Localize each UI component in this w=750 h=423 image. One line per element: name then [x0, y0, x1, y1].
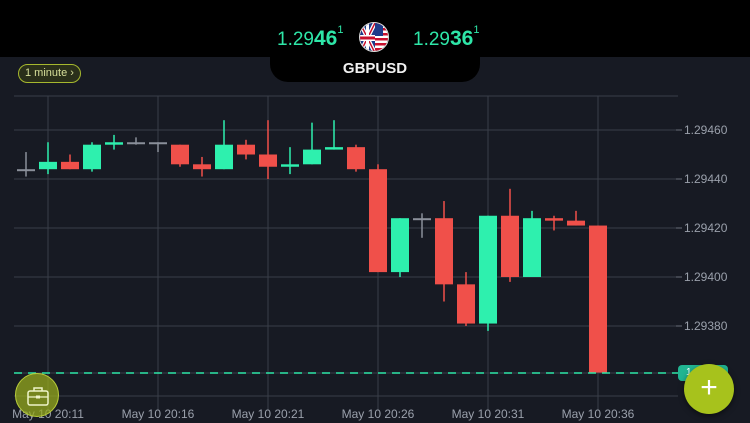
candle	[479, 215, 497, 331]
candle	[523, 210, 541, 277]
candle	[501, 188, 519, 282]
candle	[83, 142, 101, 172]
sell-price-prefix: 1.29	[277, 29, 314, 50]
candle	[149, 142, 167, 153]
candle	[259, 120, 277, 179]
portfolio-button[interactable]	[15, 373, 59, 417]
new-trade-button[interactable]: +	[684, 364, 734, 414]
buy-price-pip: 1	[473, 24, 480, 36]
timeframe-selector[interactable]: 1 minute ›	[18, 64, 81, 83]
candle	[171, 144, 189, 167]
x-tick-label: May 10 20:16	[121, 407, 195, 421]
gb-us-flag-icon	[359, 22, 389, 52]
candle	[435, 201, 453, 302]
candle	[457, 272, 475, 326]
candle	[589, 225, 607, 373]
briefcase-icon	[27, 387, 49, 406]
candle	[347, 144, 365, 172]
y-tick-label: 1.29460	[684, 123, 728, 137]
candle	[237, 139, 255, 160]
y-tick-label: 1.29400	[684, 270, 728, 284]
buy-price[interactable]: 1.29361	[413, 24, 480, 51]
sell-price-pip: 1	[337, 24, 344, 36]
buy-price-big: 36	[449, 27, 474, 50]
x-tick-label: May 10 20:26	[341, 407, 415, 421]
candle	[281, 147, 299, 175]
sell-price[interactable]: 1.29461	[277, 24, 344, 51]
x-tick-label: May 10 20:31	[451, 407, 525, 421]
candle	[17, 152, 35, 177]
candle	[105, 134, 123, 150]
candle	[39, 142, 57, 175]
candle	[325, 120, 343, 150]
candle	[215, 120, 233, 170]
x-tick-label: May 10 20:21	[231, 407, 305, 421]
candle	[303, 122, 321, 165]
candle	[391, 218, 409, 277]
candle	[413, 213, 431, 238]
y-tick-label: 1.29440	[684, 172, 728, 186]
sell-price-big: 46	[313, 27, 338, 50]
buy-price-prefix: 1.29	[413, 29, 450, 50]
candle	[61, 154, 79, 170]
candle	[127, 137, 145, 145]
candle	[567, 210, 585, 226]
y-tick-label: 1.29420	[684, 221, 728, 235]
x-tick-label: May 10 20:36	[561, 407, 635, 421]
y-tick-label: 1.29380	[684, 319, 728, 333]
candle	[545, 215, 563, 231]
symbol-name[interactable]: GBPUSD	[342, 60, 408, 77]
candle	[369, 164, 387, 273]
candle	[193, 156, 211, 177]
candles	[17, 120, 607, 373]
